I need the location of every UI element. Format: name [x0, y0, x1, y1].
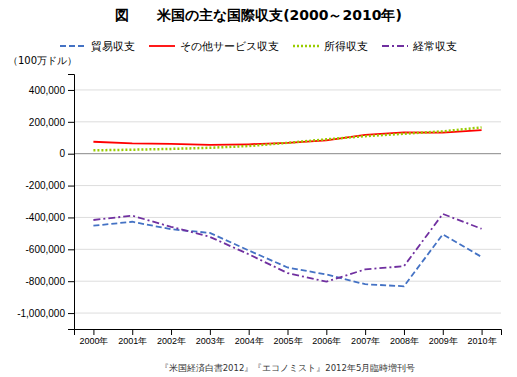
legend-label: その他サービス収支 [180, 40, 279, 53]
y-tick-label: -800,000 [26, 276, 66, 287]
y-tick-mark [68, 90, 74, 91]
y-tick: -400,000 [26, 212, 74, 223]
y-tick-label: 0 [59, 148, 65, 159]
y-tick-mark [68, 249, 74, 250]
x-axis-line [75, 330, 502, 336]
x-tick-label: 2010年 [468, 336, 497, 346]
y-tick-label: -400,000 [26, 212, 66, 223]
x-tick: 2002年 [157, 329, 186, 346]
y-tick-mark [68, 154, 74, 155]
y-tick: 200,000 [29, 117, 74, 128]
y-axis-line [68, 75, 75, 330]
y-tick-mark [68, 281, 74, 282]
x-tick-mark [326, 329, 327, 335]
plot-area [93, 127, 481, 286]
y-tick-mark [68, 313, 74, 314]
x-tick-label: 2001年 [118, 336, 147, 346]
legend-item: 貿易収支 [60, 40, 135, 53]
chart: 図 米国の主な国際収支(2000～2010年) -1,000,000 -800,00… [0, 0, 517, 377]
x-tick: 2007年 [351, 329, 380, 346]
x-tick: 2009年 [429, 329, 458, 346]
x-tick-label: 2003年 [196, 336, 225, 346]
x-tick: 2006年 [312, 329, 341, 346]
x-axis: 2000年 2001年 2002年 2003年 2004年 2005年 2006年 2007年… [75, 329, 502, 346]
x-tick: 2004年 [235, 329, 264, 346]
legend-item: その他サービス収支 [149, 40, 279, 53]
x-tick-mark [482, 329, 483, 335]
y-tick-mark [68, 122, 74, 123]
x-tick-label: 2006年 [312, 336, 341, 346]
legend-label: 所得収支 [324, 40, 368, 53]
legend-swatch [60, 45, 86, 47]
x-tick: 2010年 [468, 329, 497, 346]
grid-line [74, 89, 501, 90]
x-tick-label: 2009年 [429, 336, 458, 346]
legend-swatch [149, 45, 175, 47]
y-tick: -200,000 [26, 180, 74, 191]
x-tick-mark [288, 329, 289, 335]
x-tick: 2005年 [273, 329, 302, 346]
x-tick-label: 2005年 [273, 336, 302, 346]
legend-label: 貿易収支 [91, 40, 135, 53]
x-tick: 2008年 [390, 329, 419, 346]
y-tick: 400,000 [29, 85, 74, 96]
x-tick-label: 2000年 [79, 336, 108, 346]
x-tick: 2000年 [79, 329, 108, 346]
legend-item: 経常収支 [382, 40, 457, 53]
y-axis-label: （100万ドル） [8, 55, 77, 66]
x-tick-label: 2002年 [157, 336, 186, 346]
legend-swatch [293, 45, 319, 48]
x-tick: 2003年 [196, 329, 225, 346]
grid-line [74, 185, 501, 186]
grid-line [74, 313, 501, 314]
title: 図 米国の主な国際収支(2000～2010年) [115, 7, 402, 23]
annotation: 『米国経済白書2012』『エコノミスト』2012年5月臨時増刊号 [160, 363, 416, 373]
y-tick-mark [68, 217, 74, 218]
y-tick-label: -200,000 [26, 180, 66, 191]
y-tick-label: 400,000 [29, 85, 66, 96]
grid-line [74, 121, 501, 122]
series-line [93, 127, 481, 150]
series-line [93, 214, 481, 282]
series-line [93, 130, 481, 145]
grid-line [74, 249, 501, 250]
legend-swatch [382, 45, 408, 47]
legend-item: 所得収支 [293, 40, 368, 53]
y-tick-label: 200,000 [29, 117, 66, 128]
x-tick-mark [93, 329, 94, 335]
x-tick-mark [249, 329, 250, 335]
x-tick-label: 2007年 [351, 336, 380, 346]
x-tick-label: 2004年 [235, 336, 264, 346]
y-tick: -1,000,000 [17, 308, 74, 319]
x-tick-mark [365, 329, 366, 335]
x-tick-label: 2008年 [390, 336, 419, 346]
y-tick: -800,000 [26, 276, 74, 287]
x-tick-mark [443, 329, 444, 335]
series-line [93, 222, 481, 287]
x-tick: 2001年 [118, 329, 147, 346]
y-tick-label: -600,000 [26, 244, 66, 255]
legend: 貿易収支 その他サービス収支 所得収支 経常収支 [60, 40, 457, 53]
x-tick-mark [404, 329, 405, 335]
x-tick-mark [132, 329, 133, 335]
y-tick: 0 [59, 148, 74, 159]
y-axis: -1,000,000 -800,000 -600,000 -400,000 -200,0… [17, 75, 74, 330]
y-tick-mark [68, 186, 74, 187]
x-tick-mark [171, 329, 172, 335]
y-tick: -600,000 [26, 244, 74, 255]
y-tick-label: -1,000,000 [17, 308, 65, 319]
zero-line [74, 153, 501, 154]
grid [74, 90, 501, 313]
grid-line [74, 281, 501, 282]
legend-label: 経常収支 [412, 40, 457, 53]
x-tick-mark [210, 329, 211, 335]
